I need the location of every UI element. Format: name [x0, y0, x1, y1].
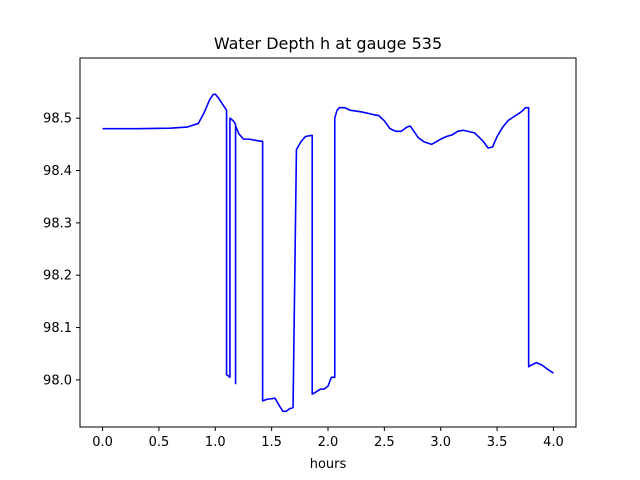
- y-tick-label: 98.4: [43, 164, 72, 179]
- y-tick-label: 98.3: [43, 216, 72, 231]
- x-tick-label: 4.0: [543, 435, 564, 450]
- y-tick-label: 98.2: [43, 269, 72, 284]
- x-tick-label: 1.0: [205, 435, 226, 450]
- plot-frame: [79, 57, 577, 428]
- series-line-0: [102, 93, 554, 413]
- x-tick-label: 3.5: [487, 435, 508, 450]
- y-tick-label: 98.0: [43, 373, 72, 388]
- x-axis: 0.0 0.5 1.0 1.5 2.0 2.5 3.0 3.5 4.0: [92, 427, 564, 450]
- x-tick-label: 1.5: [261, 435, 282, 450]
- y-tick-label: 98.1: [43, 321, 72, 336]
- y-tick-label: 98.5: [43, 112, 72, 127]
- x-axis-title: hours: [310, 457, 347, 472]
- y-axis: 98.0 98.1 98.2 98.3 98.4 98.5: [43, 112, 80, 388]
- x-tick-label: 0.5: [149, 435, 170, 450]
- x-tick-label: 3.0: [430, 435, 451, 450]
- plot-area: [102, 93, 554, 413]
- x-tick-label: 2.5: [374, 435, 395, 450]
- x-tick-label: 2.0: [318, 435, 339, 450]
- x-tick-label: 0.0: [92, 435, 113, 450]
- chart-title: Water Depth h at gauge 535: [214, 34, 442, 53]
